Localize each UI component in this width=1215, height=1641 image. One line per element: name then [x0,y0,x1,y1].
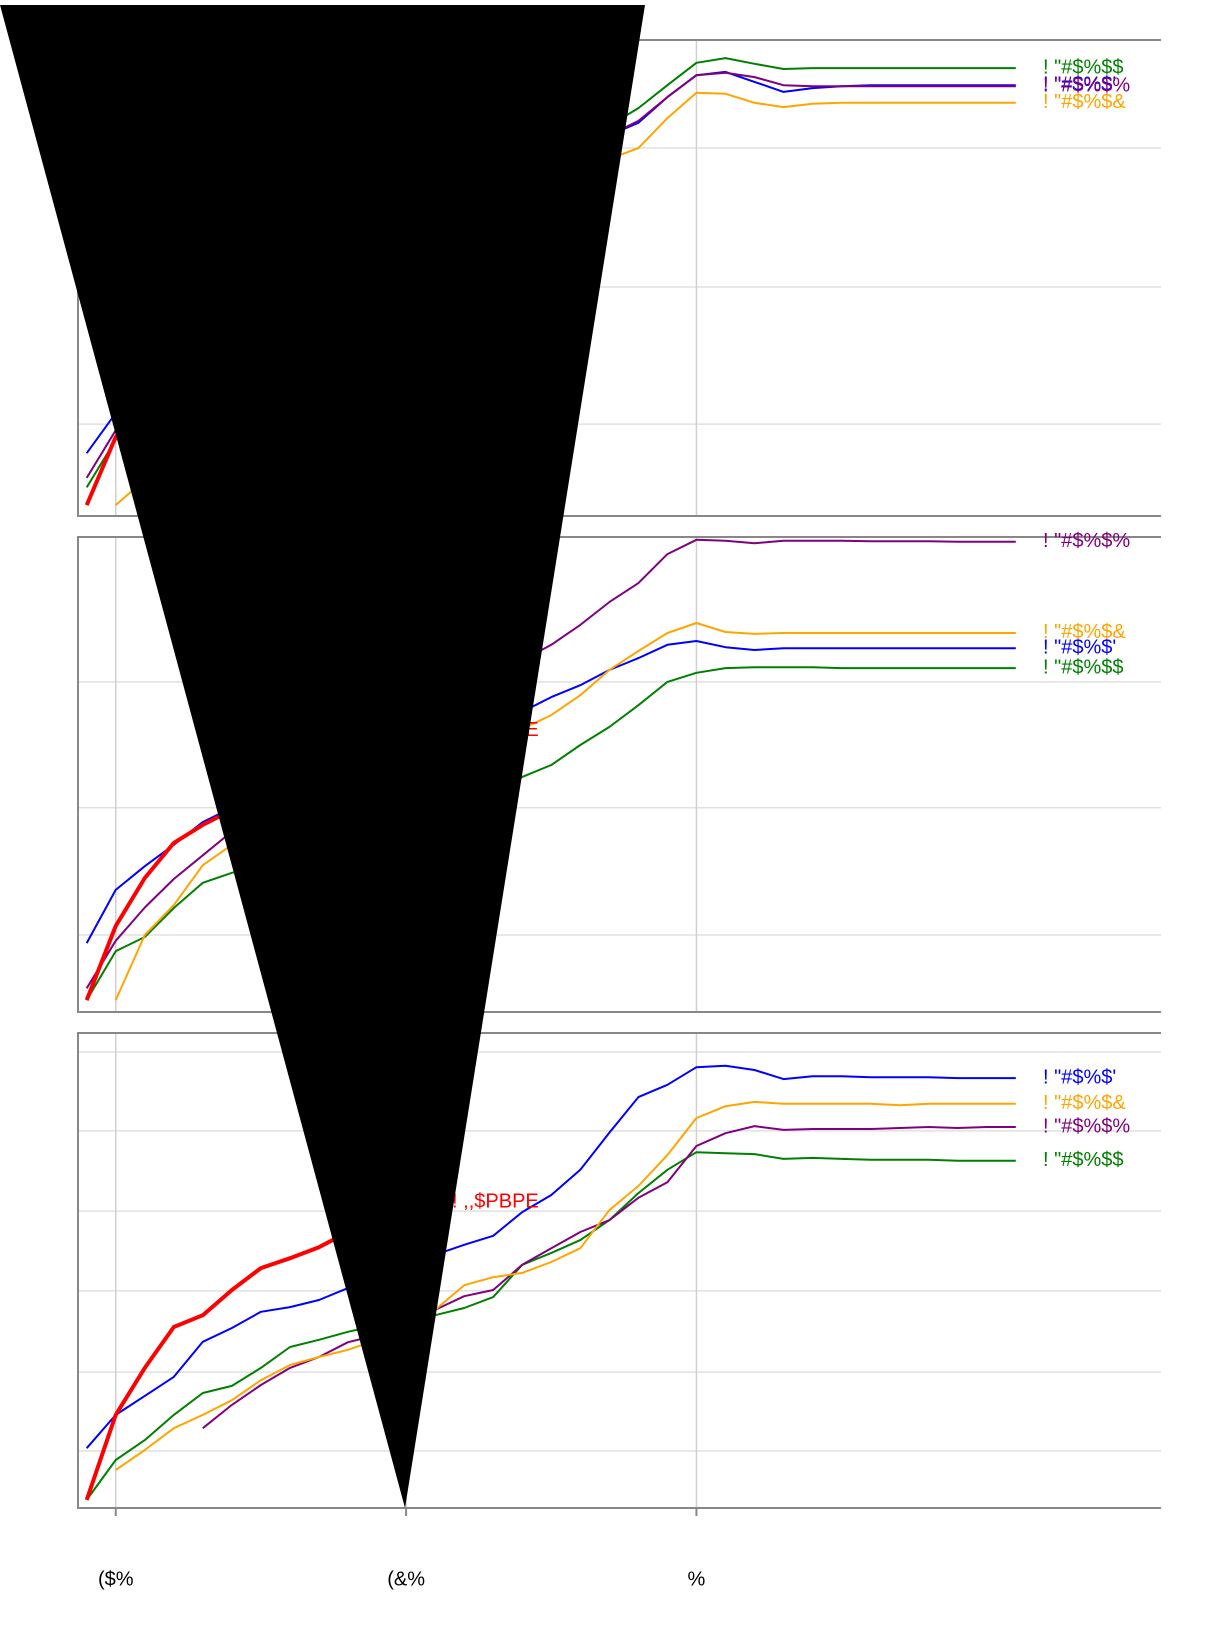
x-tick-label: % [688,1568,706,1590]
series-label: ! "#$%$$ [1043,656,1124,678]
overlay-triangle [0,5,645,1508]
panel-frame [77,1032,1161,1509]
series-label: ! ,,$PBPE [452,1191,539,1213]
series-label: ! "#$%$% [1043,74,1130,96]
line [115,1100,1016,1471]
series-label: ! "#$%$% [1043,1115,1130,1137]
series-label: ! "#$%$' [1043,1066,1116,1088]
x-tick-label: (&% [387,1568,425,1590]
line [202,1125,1016,1429]
x-tick-label: ($% [98,1568,134,1590]
panel: ! "#$%$' ! "#$%$$ ! "#$%$%! "#$%$& ! ,,$PBP… [77,1032,1161,1590]
panel-frame [77,536,1161,1013]
series-label: ! "#$%$$ [1043,56,1124,78]
line [85,1151,1016,1501]
line [84,1216,378,1501]
series-label: ! "#$%$& [1043,621,1126,643]
series-label: ! "#$%$$ [1043,1149,1124,1171]
series-label: ! "#$%$' [1043,74,1116,96]
series-label: ! "#$%$' [1043,636,1116,658]
series-label: ! "#$%$% [1043,530,1130,552]
line [85,1064,1016,1449]
series-label: ! "#$%$& [1043,1092,1126,1114]
series-label: ! "#$%$& [1043,91,1126,113]
